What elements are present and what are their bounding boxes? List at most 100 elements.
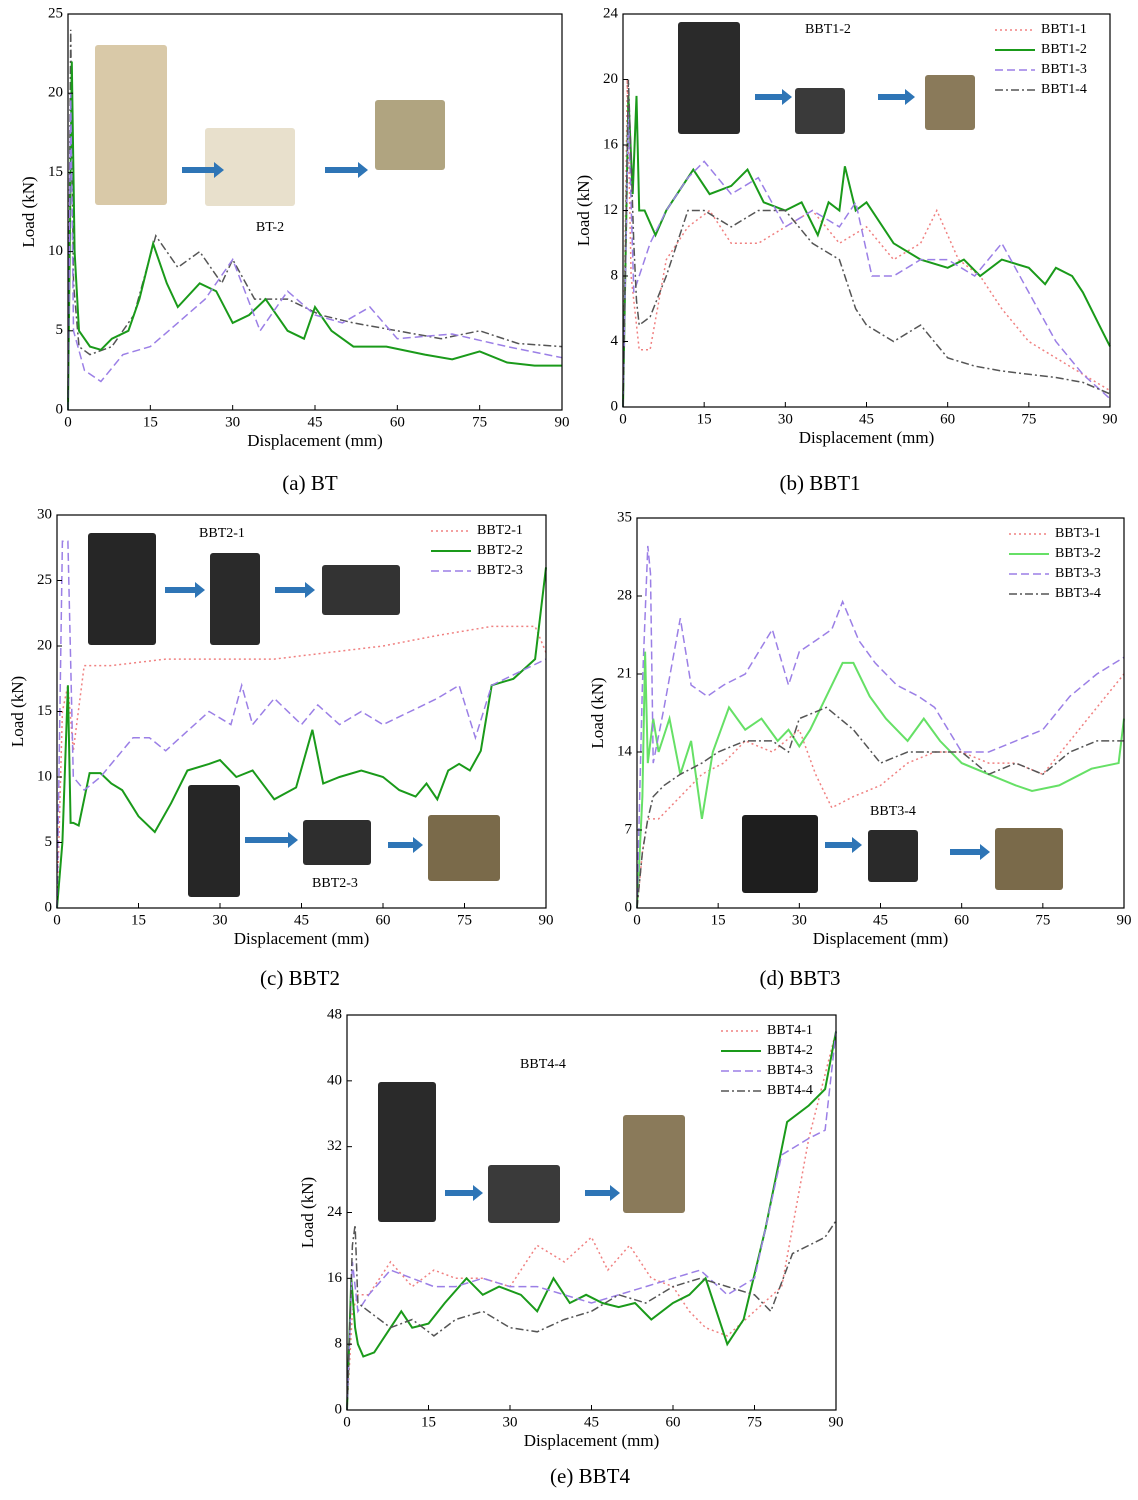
x-tick-label: 45 xyxy=(873,912,888,928)
y-tick-label: 25 xyxy=(48,5,63,21)
x-tick-label: 90 xyxy=(1103,411,1118,427)
specimen-photo xyxy=(623,1115,685,1213)
x-tick-label: 90 xyxy=(829,1414,844,1430)
y-tick-label: 20 xyxy=(37,637,52,653)
y-tick-label: 21 xyxy=(617,665,632,681)
x-tick-label: 30 xyxy=(792,912,807,928)
x-tick-label: 90 xyxy=(555,414,570,430)
y-axis-title: Load (kN) xyxy=(298,1177,317,1248)
arrow-head xyxy=(358,162,368,178)
y-tick-label: 16 xyxy=(603,136,619,152)
data-line xyxy=(623,96,1110,407)
y-tick-label: 24 xyxy=(603,5,619,21)
y-tick-label: 7 xyxy=(625,821,633,837)
x-tick-label: 0 xyxy=(64,414,72,430)
annotation: BBT3-4 xyxy=(870,804,916,819)
y-tick-label: 4 xyxy=(611,333,619,349)
y-axis-title: Load (kN) xyxy=(19,176,38,247)
legend-label: BBT3-4 xyxy=(1055,586,1101,601)
arrow-head xyxy=(610,1185,620,1201)
x-axis-title: Displacement (mm) xyxy=(813,929,949,948)
legend-label: BBT2-2 xyxy=(477,543,523,558)
x-tick-label: 45 xyxy=(308,414,323,430)
x-tick-label: 0 xyxy=(343,1414,351,1430)
x-tick-label: 75 xyxy=(1021,411,1036,427)
arrow-head xyxy=(905,89,915,105)
x-tick-label: 15 xyxy=(421,1414,436,1430)
y-tick-label: 0 xyxy=(611,398,619,414)
y-tick-label: 32 xyxy=(327,1138,342,1154)
legend-label: BBT2-1 xyxy=(477,523,523,538)
x-tick-label: 0 xyxy=(619,411,627,427)
legend-label: BBT3-3 xyxy=(1055,566,1101,581)
legend-label: BBT1-3 xyxy=(1041,62,1087,77)
legend-label: BBT4-2 xyxy=(767,1043,813,1058)
x-axis-title: Displacement (mm) xyxy=(799,428,935,447)
figure: BT-205101520250153045607590Displacement … xyxy=(0,0,1138,1500)
data-line xyxy=(347,1221,836,1410)
x-tick-label: 90 xyxy=(1117,912,1132,928)
specimen-photo xyxy=(925,75,975,130)
caption: (e) BBT4 xyxy=(550,1464,630,1488)
y-tick-label: 48 xyxy=(327,1006,342,1022)
x-tick-label: 15 xyxy=(711,912,726,928)
y-tick-label: 10 xyxy=(48,243,63,259)
x-tick-label: 30 xyxy=(213,912,228,928)
specimen-photo xyxy=(88,533,156,645)
y-axis-title: Load (kN) xyxy=(574,175,593,246)
specimen-photo xyxy=(995,828,1063,890)
x-tick-label: 0 xyxy=(633,912,641,928)
y-tick-label: 35 xyxy=(617,509,632,525)
y-tick-label: 14 xyxy=(617,743,633,759)
annotation: BBT2-1 xyxy=(199,526,245,541)
y-tick-label: 16 xyxy=(327,1270,343,1286)
y-tick-label: 20 xyxy=(603,71,618,87)
legend-label: BBT3-1 xyxy=(1055,526,1101,541)
x-tick-label: 0 xyxy=(53,912,61,928)
y-tick-label: 8 xyxy=(335,1336,343,1352)
y-tick-label: 0 xyxy=(56,401,64,417)
x-tick-label: 30 xyxy=(503,1414,518,1430)
y-tick-label: 5 xyxy=(45,834,53,850)
x-tick-label: 60 xyxy=(666,1414,681,1430)
x-tick-label: 60 xyxy=(954,912,969,928)
y-tick-label: 15 xyxy=(37,703,52,719)
annotation: BT-2 xyxy=(256,220,284,235)
legend-label: BBT3-2 xyxy=(1055,546,1101,561)
x-tick-label: 60 xyxy=(376,912,391,928)
arrow-head xyxy=(852,837,862,853)
x-axis-title: Displacement (mm) xyxy=(524,1431,660,1450)
x-tick-label: 60 xyxy=(940,411,955,427)
arrow-head xyxy=(288,832,298,848)
specimen-photo xyxy=(795,88,845,134)
annotation: BBT2-3 xyxy=(312,876,358,891)
x-tick-label: 15 xyxy=(697,411,712,427)
specimen-photo xyxy=(428,815,500,881)
specimen-photo xyxy=(322,565,400,615)
x-tick-label: 75 xyxy=(472,414,487,430)
caption: (b) BBT1 xyxy=(779,471,860,495)
y-axis-title: Load (kN) xyxy=(8,676,27,747)
y-tick-label: 25 xyxy=(37,572,52,588)
y-tick-label: 0 xyxy=(625,899,633,915)
legend-label: BBT1-1 xyxy=(1041,22,1087,37)
y-tick-label: 5 xyxy=(56,322,64,338)
legend-label: BBT4-3 xyxy=(767,1063,813,1078)
y-tick-label: 30 xyxy=(37,506,52,522)
annotation: BBT1-2 xyxy=(805,22,851,37)
specimen-photo xyxy=(210,553,260,645)
x-tick-label: 30 xyxy=(778,411,793,427)
specimen-photo xyxy=(678,22,740,134)
x-tick-label: 15 xyxy=(143,414,158,430)
arrow-head xyxy=(473,1185,483,1201)
y-tick-label: 0 xyxy=(335,1401,343,1417)
specimen-photo xyxy=(375,100,445,170)
y-tick-label: 12 xyxy=(603,202,618,218)
y-tick-label: 0 xyxy=(45,899,53,915)
arrow-head xyxy=(980,844,990,860)
specimen-photo xyxy=(488,1165,560,1223)
y-tick-label: 8 xyxy=(611,267,619,283)
x-tick-label: 45 xyxy=(294,912,309,928)
